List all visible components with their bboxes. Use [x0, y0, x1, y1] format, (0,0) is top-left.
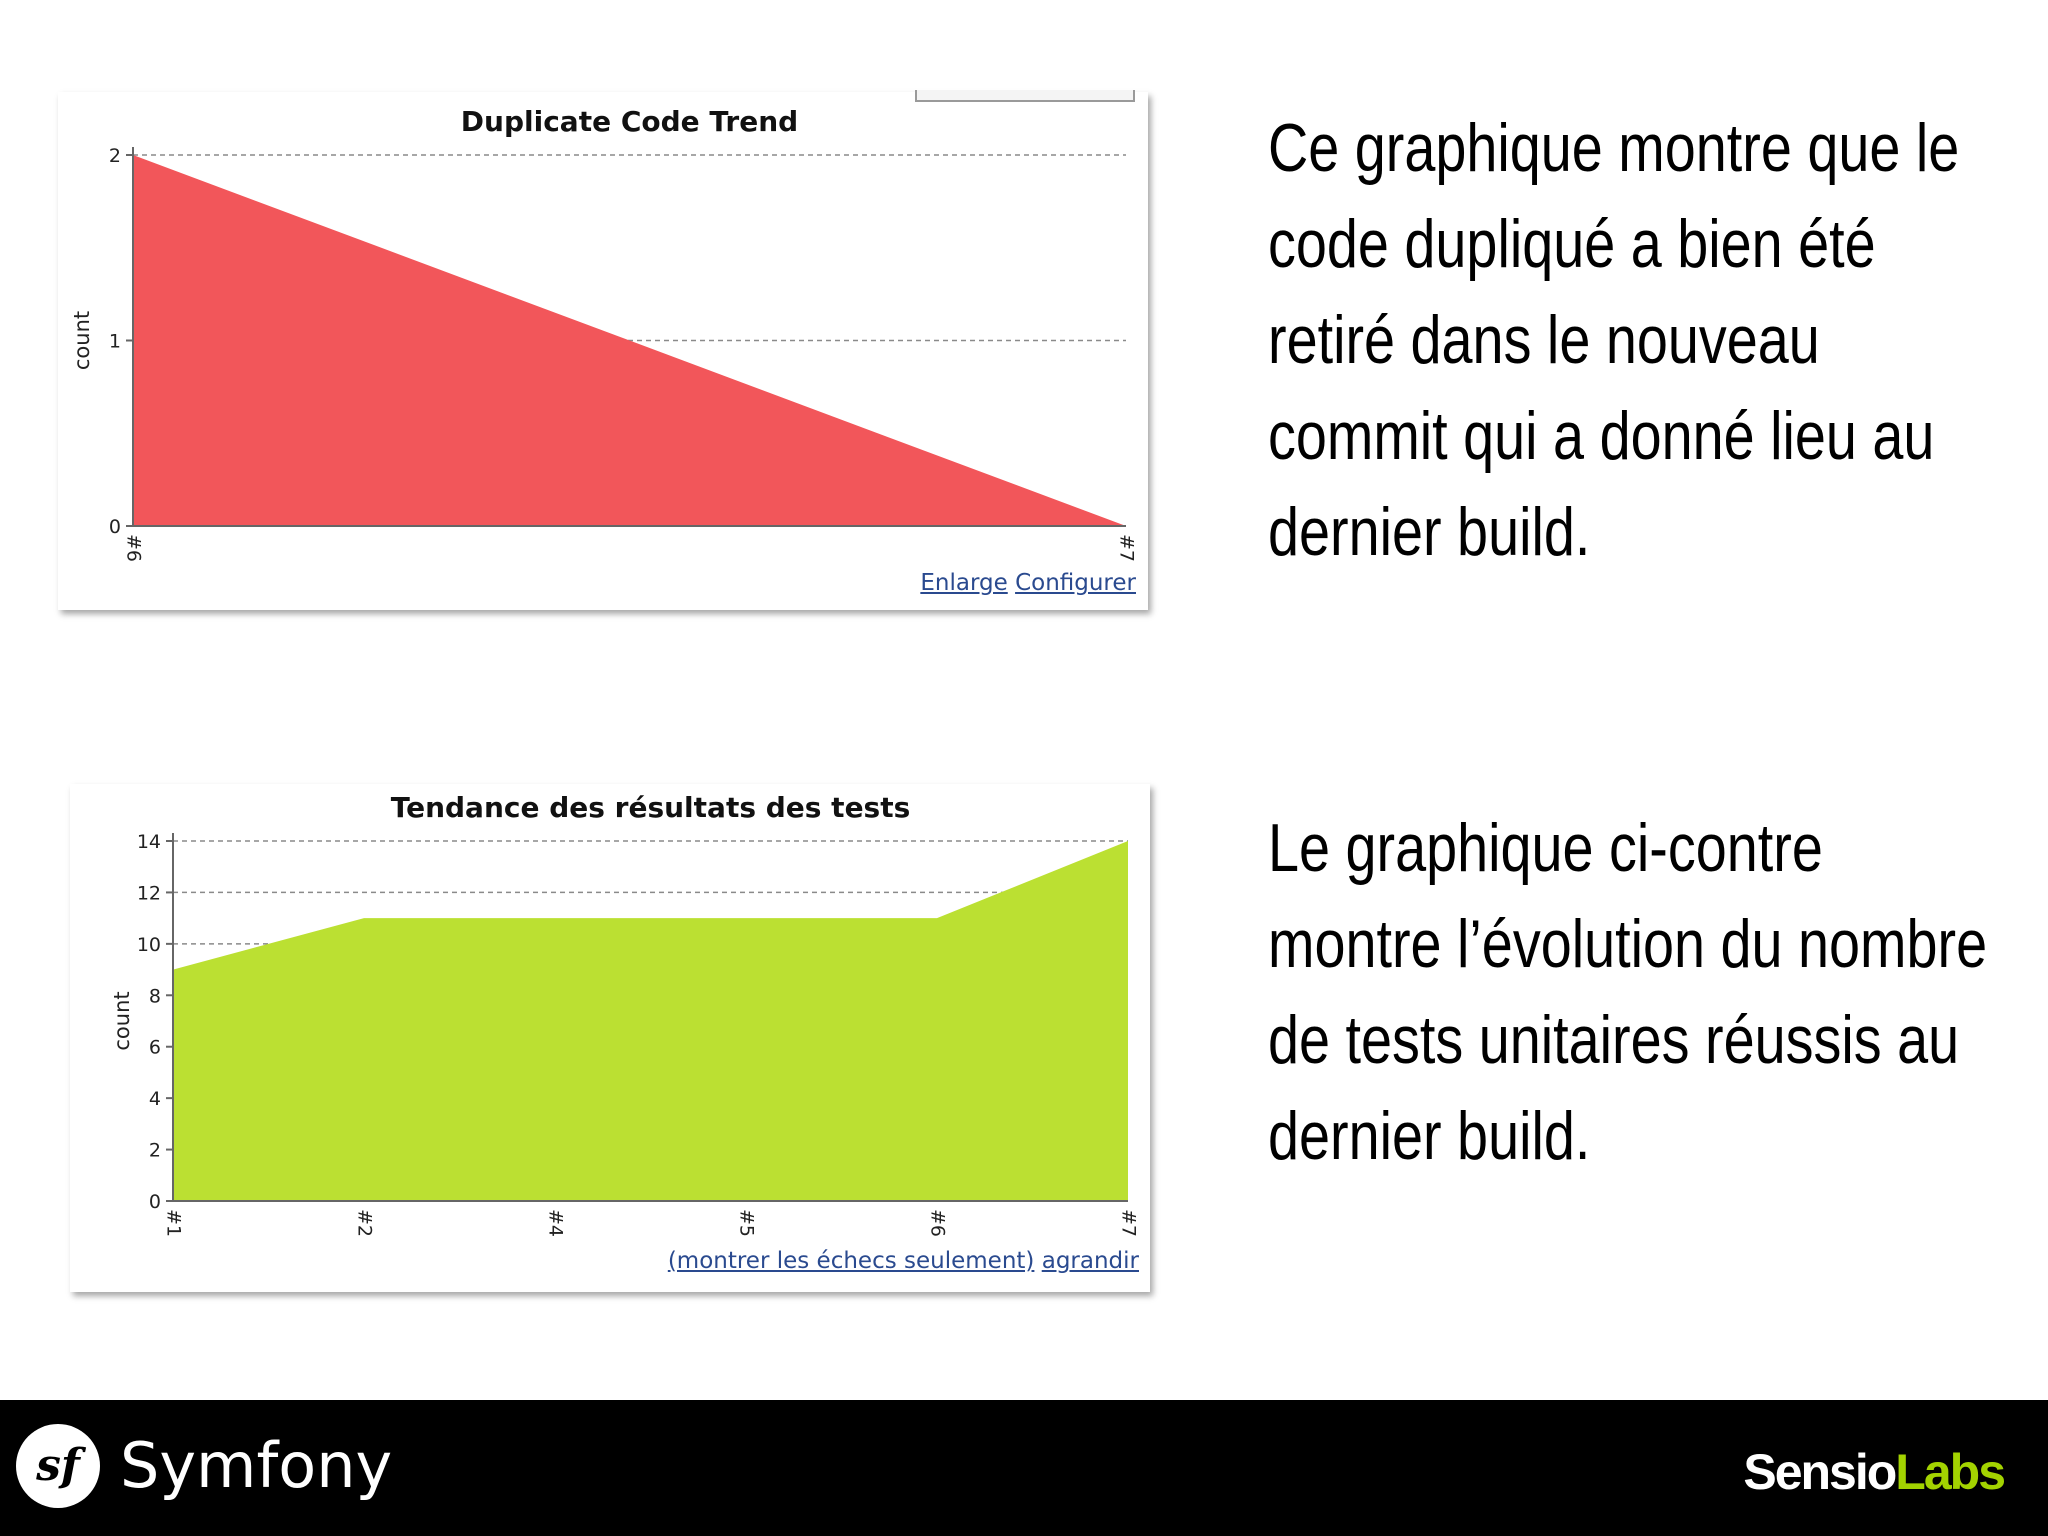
y-tick-label: 2 — [149, 1140, 161, 1162]
y-axis-title: count — [70, 311, 94, 370]
y-tick-label: 8 — [149, 985, 161, 1007]
chart-2-links: (montrer les échecs seulement) agrandir — [668, 1248, 1139, 1274]
sensiolabs-logo: SensioLabs — [1743, 1444, 2006, 1500]
y-tick-label: 4 — [149, 1088, 161, 1110]
chart-title: Duplicate Code Trend — [461, 105, 798, 138]
x-tick-label: #6 — [123, 534, 145, 562]
y-tick-label: 0 — [149, 1191, 161, 1213]
series-area — [133, 155, 1126, 526]
x-tick-label: #7 — [1118, 1209, 1140, 1237]
y-tick-label: 14 — [137, 831, 161, 853]
chart-title: Tendance des résultats des tests — [391, 791, 911, 824]
show-failures-only-link[interactable]: (montrer les échecs seulement) — [667, 1248, 1035, 1274]
chart-1-links: Enlarge Configurer — [920, 570, 1136, 596]
caption-test-results: Le graphique ci-contre montre l’évolutio… — [1268, 810, 1988, 1174]
enlarge-link[interactable]: agrandir — [1041, 1248, 1139, 1274]
caption-duplicate-code: Ce graphique montre que le code dupliqué… — [1268, 110, 1960, 570]
x-tick-label: #2 — [354, 1209, 376, 1237]
y-tick-label: 6 — [149, 1037, 161, 1059]
duplicate-code-trend-chart: Duplicate Code Trend 0 1 2 #6 #7 count — [70, 105, 1138, 562]
test-results-trend-chart: Tendance des résultats des tests 0 2 4 6 8 10 1… — [110, 791, 1140, 1237]
y-tick-label: 10 — [137, 934, 161, 956]
x-tick-label: #5 — [736, 1209, 758, 1237]
y-tick-label: 0 — [109, 516, 121, 538]
symfony-logo-icon: sf — [16, 1424, 100, 1508]
panel-tab-handle — [915, 90, 1135, 102]
x-tick-label: #7 — [1116, 534, 1138, 562]
x-tick-label: #4 — [545, 1209, 567, 1237]
y-tick-label: 1 — [109, 331, 121, 353]
y-tick-label: 12 — [137, 882, 161, 904]
x-tick-label: #1 — [163, 1209, 185, 1237]
series-area — [173, 841, 1128, 1201]
x-tick-label: #6 — [927, 1209, 949, 1237]
y-axis-title: count — [110, 991, 134, 1050]
configure-link[interactable]: Configurer — [1015, 570, 1136, 596]
sensiolabs-logo-part-1: Sensio — [1743, 1444, 1897, 1500]
sensiolabs-logo-part-2: Labs — [1895, 1444, 2006, 1500]
enlarge-link[interactable]: Enlarge — [920, 570, 1008, 596]
symfony-wordmark: Symfony — [120, 1429, 393, 1502]
footer-bar: sf Symfony SensioLabs — [0, 1400, 2048, 1536]
y-tick-label: 2 — [109, 145, 121, 167]
